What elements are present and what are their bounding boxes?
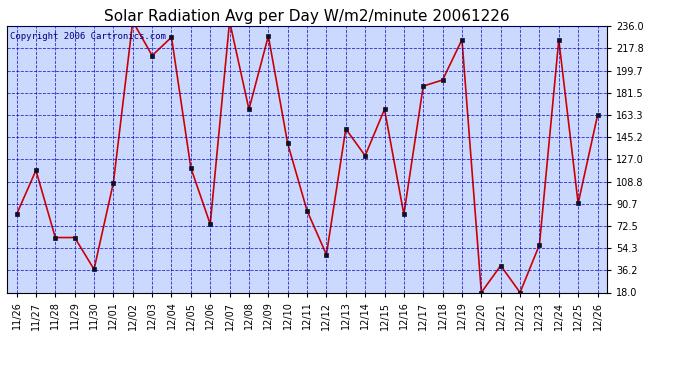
Text: Copyright 2006 Cartronics.com: Copyright 2006 Cartronics.com (10, 32, 166, 40)
Title: Solar Radiation Avg per Day W/m2/minute 20061226: Solar Radiation Avg per Day W/m2/minute … (104, 9, 510, 24)
